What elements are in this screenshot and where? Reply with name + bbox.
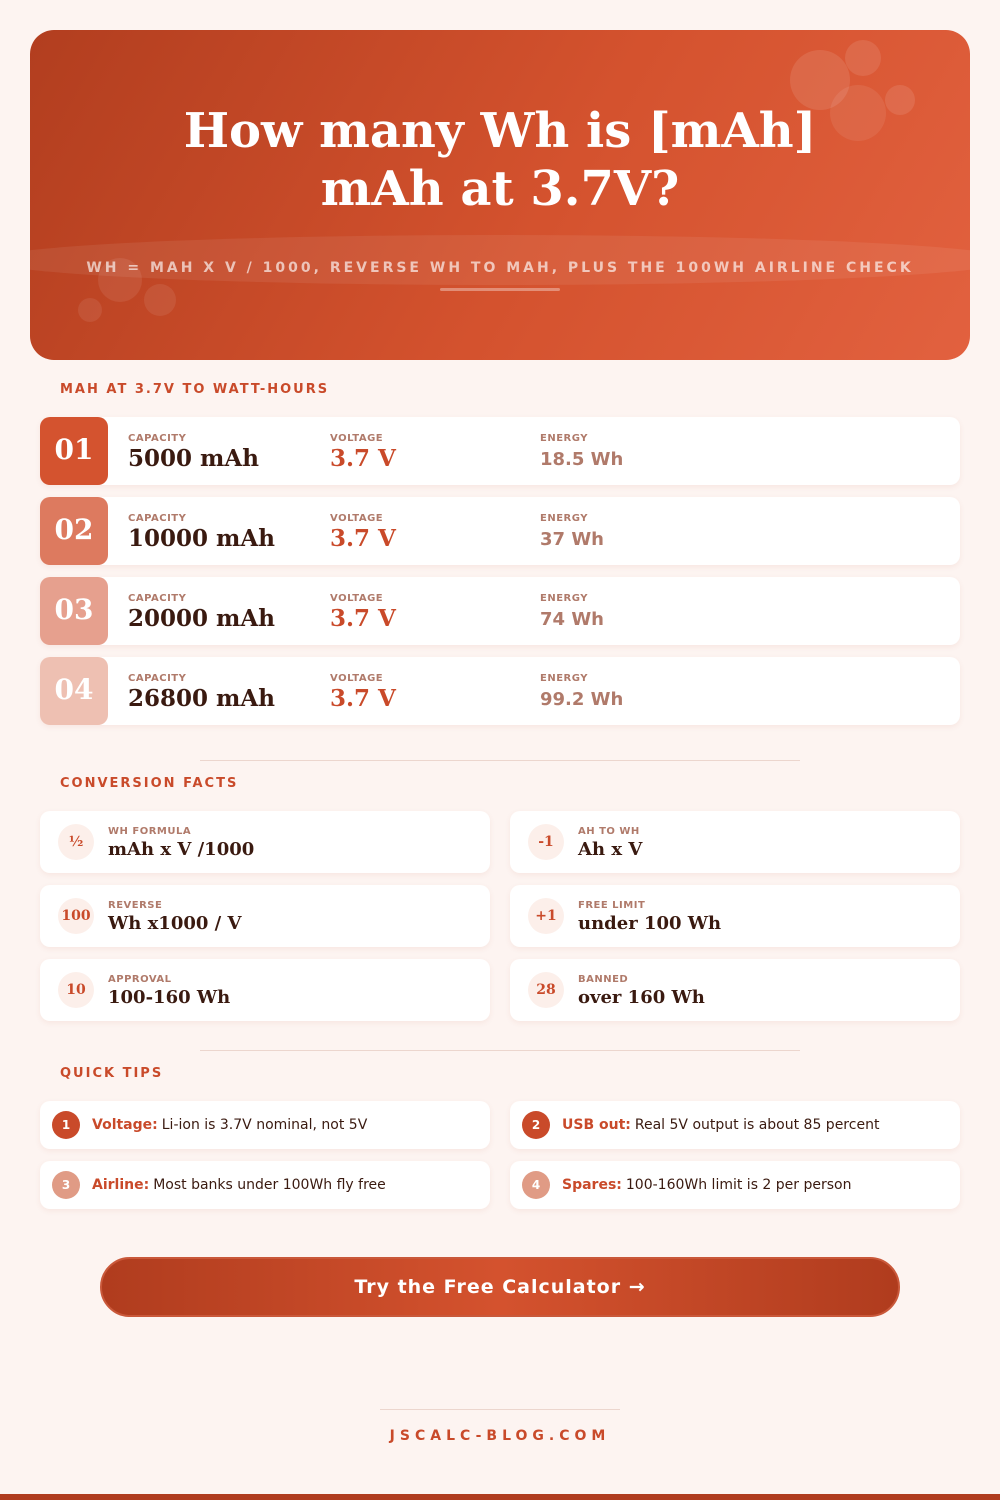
voltage-label: VOLTAGE <box>330 673 384 684</box>
fact-card: 28 BANNED over 160 Wh <box>510 959 960 1021</box>
energy-label: ENERGY <box>540 593 588 604</box>
section-heading: QUICK TIPS <box>60 1066 164 1081</box>
voltage-label: VOLTAGE <box>330 513 384 524</box>
header: How many Wh is [mAh] mAh at 3.7V? WH = M… <box>30 30 970 360</box>
tip-label: Spares: <box>562 1177 622 1193</box>
fact-card: -1 AH TO WH Ah x V <box>510 811 960 873</box>
capacity-label: CAPACITY <box>128 513 187 524</box>
tip-card: 3 Airline: Most banks under 100Wh fly free <box>40 1161 490 1209</box>
tip-line: USB out: Real 5V output is about 85 perce… <box>562 1117 879 1133</box>
fact-label: REVERSE <box>108 900 163 911</box>
energy-value: 74 Wh <box>540 609 604 630</box>
conversion-row: 01 CAPACITY 5000 mAh VOLTAGE 3.7 V ENERGY 18.5… <box>40 417 960 485</box>
voltage-label: VOLTAGE <box>330 593 384 604</box>
wave <box>30 235 970 285</box>
capacity-label: CAPACITY <box>128 593 187 604</box>
voltage-value: 3.7 V <box>330 605 396 632</box>
fact-icon: 10 <box>58 972 94 1008</box>
fact-value: over 160 Wh <box>578 987 705 1008</box>
title: How many Wh is [mAh] mAh at 3.7V? <box>183 103 817 217</box>
tip-line: Voltage: Li-ion is 3.7V nominal, not 5V <box>92 1117 367 1133</box>
fact-card: ½ WH FORMULA mAh x V /1000 <box>40 811 490 873</box>
energy-value: 18.5 Wh <box>540 449 624 470</box>
footer: JSCALC-BLOG.COM <box>389 1428 611 1444</box>
capacity-value: 20000 mAh <box>128 605 275 632</box>
fact-value: 100-160 Wh <box>108 987 231 1008</box>
tip-text: Real 5V output is about 85 percent <box>634 1117 880 1133</box>
subtitle: WH = MAH X V / 1000, REVERSE WH TO MAH, … <box>86 260 914 276</box>
capacity-value: 26800 mAh <box>128 685 275 712</box>
fact-card: 100 REVERSE Wh x1000 / V <box>40 885 490 947</box>
tip-label: Airline: <box>92 1177 150 1193</box>
deco <box>78 298 102 322</box>
fact-value: mAh x V /1000 <box>108 839 255 860</box>
fact-value: Wh x1000 / V <box>108 913 242 934</box>
fact-label: APPROVAL <box>108 974 172 985</box>
voltage-value: 3.7 V <box>330 445 396 472</box>
fact-icon: +1 <box>528 898 564 934</box>
tip-text: Most banks under 100Wh fly free <box>153 1177 386 1193</box>
tip-card: 1 Voltage: Li-ion is 3.7V nominal, not 5V <box>40 1101 490 1149</box>
bottom-bar <box>0 1494 1000 1500</box>
voltage-value: 3.7 V <box>330 685 396 712</box>
energy-value: 99.2 Wh <box>540 689 624 710</box>
capacity-label: CAPACITY <box>128 673 187 684</box>
fact-label: BANNED <box>578 974 629 985</box>
deco <box>98 258 142 302</box>
underline <box>440 288 560 291</box>
deco <box>790 50 850 110</box>
section-heading: MAH AT 3.7V TO WATT-HOURS <box>60 382 330 397</box>
cta-button[interactable]: Try the Free Calculator → <box>100 1257 900 1317</box>
conversion-row: 03 CAPACITY 20000 mAh VOLTAGE 3.7 V ENERGY 74 … <box>40 577 960 645</box>
fact-label: AH TO WH <box>578 826 640 837</box>
fact-label: FREE LIMIT <box>578 900 646 911</box>
tip-card: 2 USB out: Real 5V output is about 85 perc… <box>510 1101 960 1149</box>
section-heading: CONVERSION FACTS <box>60 776 239 791</box>
row-index: 01 <box>40 417 108 485</box>
energy-value: 37 Wh <box>540 529 604 550</box>
energy-label: ENERGY <box>540 513 588 524</box>
fact-icon: 100 <box>58 898 94 934</box>
capacity-value: 10000 mAh <box>128 525 275 552</box>
energy-label: ENERGY <box>540 673 588 684</box>
deco <box>144 284 176 316</box>
conversion-row: 04 CAPACITY 26800 mAh VOLTAGE 3.7 V ENERGY 99.… <box>40 657 960 725</box>
deco <box>830 85 886 141</box>
tip-text: Li-ion is 3.7V nominal, not 5V <box>161 1117 368 1133</box>
divider <box>200 1050 800 1051</box>
fact-value: under 100 Wh <box>578 913 722 934</box>
energy-label: ENERGY <box>540 433 588 444</box>
conversion-row: 02 CAPACITY 10000 mAh VOLTAGE 3.7 V ENERGY 37 … <box>40 497 960 565</box>
divider <box>200 760 800 761</box>
deco <box>845 40 881 76</box>
fact-icon: -1 <box>528 824 564 860</box>
fact-icon: ½ <box>58 824 94 860</box>
tip-number: 4 <box>522 1171 550 1199</box>
voltage-value: 3.7 V <box>330 525 396 552</box>
tip-label: USB out: <box>562 1117 631 1133</box>
fact-label: WH FORMULA <box>108 826 192 837</box>
capacity-value: 5000 mAh <box>128 445 259 472</box>
row-index: 02 <box>40 497 108 565</box>
row-index: 04 <box>40 657 108 725</box>
tip-number: 1 <box>52 1111 80 1139</box>
deco <box>885 85 915 115</box>
tip-number: 2 <box>522 1111 550 1139</box>
divider <box>380 1409 620 1410</box>
fact-icon: 28 <box>528 972 564 1008</box>
tip-card: 4 Spares: 100-160Wh limit is 2 per person <box>510 1161 960 1209</box>
row-index: 03 <box>40 577 108 645</box>
tip-line: Airline: Most banks under 100Wh fly free <box>92 1177 386 1193</box>
tip-label: Voltage: <box>92 1117 158 1133</box>
capacity-label: CAPACITY <box>128 433 187 444</box>
fact-card: 10 APPROVAL 100-160 Wh <box>40 959 490 1021</box>
voltage-label: VOLTAGE <box>330 433 384 444</box>
tip-text: 100-160Wh limit is 2 per person <box>625 1177 852 1193</box>
tip-line: Spares: 100-160Wh limit is 2 per person <box>562 1177 851 1193</box>
tip-number: 3 <box>52 1171 80 1199</box>
fact-value: Ah x V <box>578 839 643 860</box>
fact-card: +1 FREE LIMIT under 100 Wh <box>510 885 960 947</box>
